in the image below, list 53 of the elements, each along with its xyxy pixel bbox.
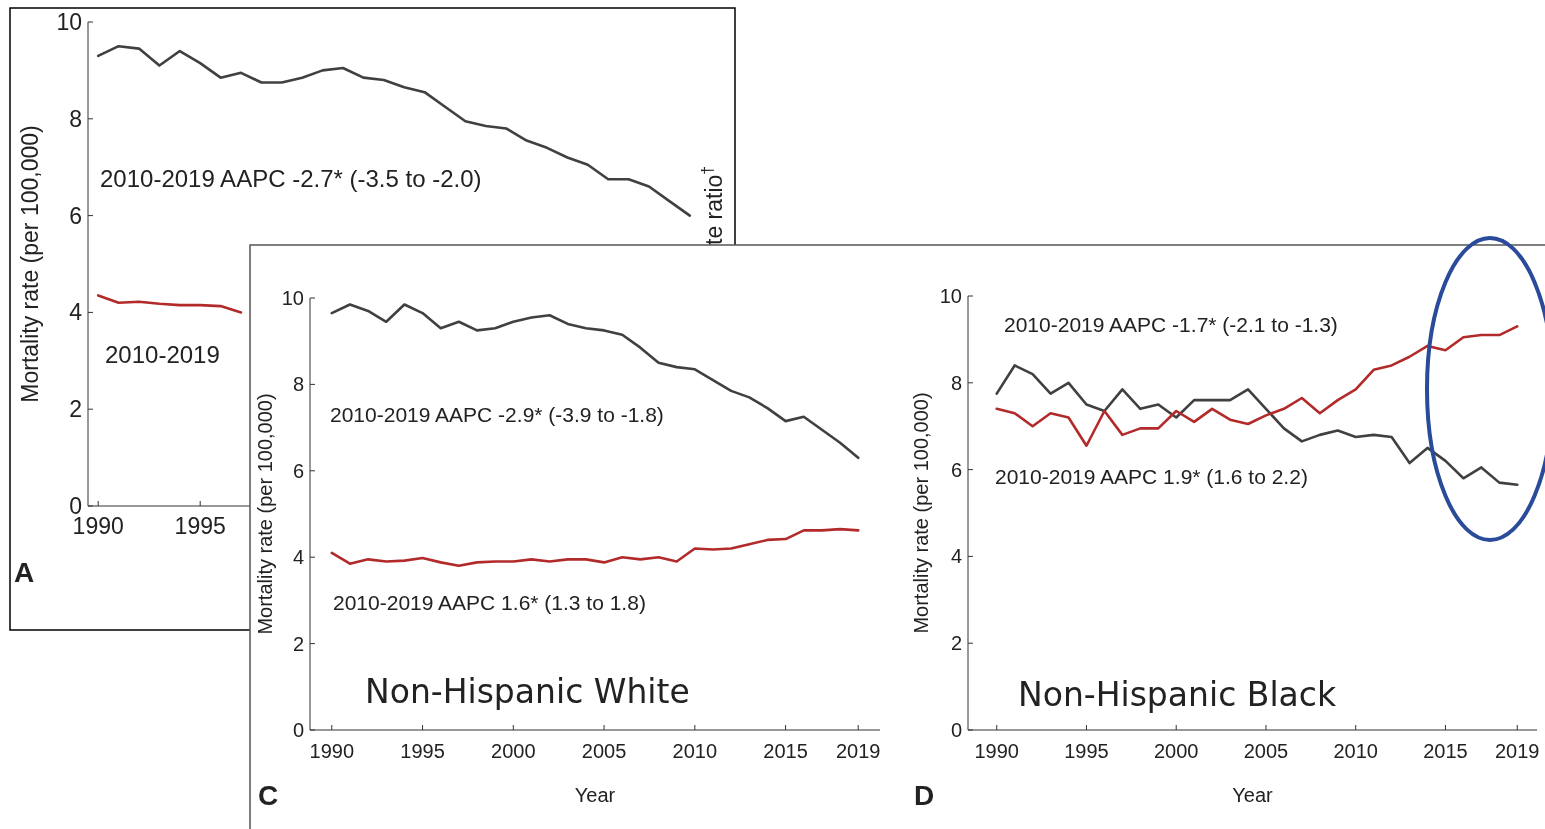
x-tick-label: 1995 <box>174 513 226 539</box>
x-axis-title: Year <box>1232 784 1274 806</box>
text: A <box>14 557 35 588</box>
annotation: 2010-2019 AAPC -2.9* (-3.9 to -1.8) <box>330 403 664 426</box>
x-tick-label: 2019 <box>1495 740 1540 762</box>
x-tick-label: 2005 <box>581 740 627 762</box>
y-tick-label: 2 <box>292 632 304 655</box>
line-series <box>330 303 860 460</box>
y-tick-label: 8 <box>292 373 304 396</box>
y-tick-label: 10 <box>56 9 82 36</box>
line-series <box>96 294 243 314</box>
y-tick-label: 2 <box>950 632 962 655</box>
line-series <box>330 527 860 568</box>
y-tick-label: 8 <box>950 371 962 394</box>
y-tick-label: 10 <box>281 287 304 309</box>
line-series <box>96 44 692 217</box>
x-tick-label: 2000 <box>491 740 536 762</box>
x-tick-label: 2005 <box>1243 740 1289 762</box>
y-tick-label: 8 <box>69 105 82 132</box>
y-axis-title: Mortality rate (per 100,000) <box>910 392 932 634</box>
annotation: 2010-2019 AAPC 1.6* (1.3 to 1.8) <box>333 591 646 614</box>
y-tick-label: 0 <box>292 719 304 741</box>
annotation: 2010-2019 AAPC -1.7* (-2.1 to -1.3) <box>1004 313 1338 336</box>
x-tick-label: 2000 <box>1153 740 1199 762</box>
x-tick-label: 2015 <box>1423 740 1468 762</box>
line-series <box>995 364 1519 487</box>
text: D <box>914 780 935 811</box>
y-tick-label: 4 <box>292 546 304 569</box>
annotation: 2010-2019 AAPC 1.9* (1.6 to 2.2) <box>995 465 1308 488</box>
y-tick-label: 6 <box>69 202 82 229</box>
annotation: Non-Hispanic White <box>365 672 690 711</box>
y-tick-label: 6 <box>950 458 962 481</box>
annotation: 2010-2019 AAPC -2.7* (-3.5 to -2.0) <box>100 165 482 192</box>
y-tick-label: 4 <box>69 299 83 326</box>
y-tick-label: 2 <box>69 396 82 423</box>
y-tick-label: 10 <box>939 285 962 307</box>
x-tick-label: 2015 <box>763 740 808 762</box>
y-tick-label: 4 <box>950 545 962 568</box>
annotation: Non-Hispanic Black <box>1018 675 1337 714</box>
text: C <box>258 780 279 811</box>
x-tick-label: 2010 <box>1333 740 1378 762</box>
y-tick-label: 6 <box>292 459 304 482</box>
x-tick-label: 1995 <box>400 740 445 762</box>
y-axis-title: Mortality rate (per 100,000) <box>17 125 43 403</box>
x-tick-label: 1990 <box>974 740 1019 762</box>
x-tick-label: 1995 <box>1064 740 1109 762</box>
y-axis-title: Mortality rate (per 100,000) <box>254 393 276 635</box>
x-tick-label: 1990 <box>309 740 355 762</box>
x-tick-label: 2010 <box>672 740 718 762</box>
annotation: 2010-2019 <box>105 341 220 368</box>
x-tick-label: 2019 <box>835 740 881 762</box>
x-axis-title: Year <box>574 784 616 806</box>
y-tick-label: 0 <box>950 719 962 741</box>
